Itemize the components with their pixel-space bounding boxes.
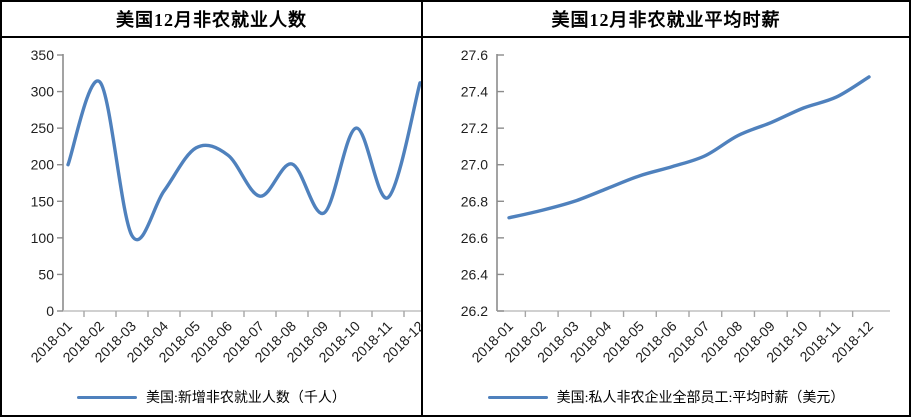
legend-line-swatch	[77, 395, 138, 399]
svg-text:200: 200	[31, 157, 55, 173]
right-chart-panel: 27.6 27.4 27.2 27.0 26.8 26.6 26.4 26.2 2018-01 2…	[423, 38, 909, 415]
svg-text:26.6: 26.6	[461, 230, 488, 246]
svg-text:26.8: 26.8	[461, 193, 488, 209]
svg-text:27.2: 27.2	[461, 120, 488, 136]
svg-text:250: 250	[31, 120, 55, 136]
svg-text:150: 150	[31, 193, 55, 209]
left-chart-legend: 美国:新增非农就业人数（千人）	[2, 383, 421, 411]
legend-line-swatch	[487, 395, 548, 399]
nonfarm-payrolls-line-chart: 3503002502001501005002018-012018-022018-…	[27, 47, 421, 365]
left-chart-title: 美国12月非农就业人数	[2, 2, 423, 38]
right-chart-title: 美国12月非农就业平均时薪	[423, 2, 909, 38]
svg-text:26.2: 26.2	[461, 303, 488, 319]
svg-text:27.0: 27.0	[461, 157, 488, 173]
svg-text:300: 300	[31, 84, 55, 100]
svg-text:350: 350	[31, 47, 55, 63]
svg-text:50: 50	[38, 266, 54, 282]
svg-text:27.6: 27.6	[461, 47, 488, 63]
right-chart-legend: 美国:私人非农企业全部员工:平均时薪（美元）	[423, 383, 909, 411]
svg-text:27.4: 27.4	[461, 84, 488, 100]
legend-label: 美国:私人非农企业全部员工:平均时薪（美元）	[556, 391, 845, 406]
hourly-earnings-line-chart: 27.627.427.227.026.826.626.426.22018-012…	[461, 47, 890, 365]
svg-text:100: 100	[31, 230, 55, 246]
legend-label: 美国:新增非农就业人数（千人）	[146, 391, 346, 406]
left-chart-panel: 350 300 250 200 150 100 50 0 2018-01 2018-02 2018-…	[2, 38, 423, 415]
svg-text:26.4: 26.4	[461, 266, 488, 282]
svg-text:0: 0	[46, 303, 54, 319]
